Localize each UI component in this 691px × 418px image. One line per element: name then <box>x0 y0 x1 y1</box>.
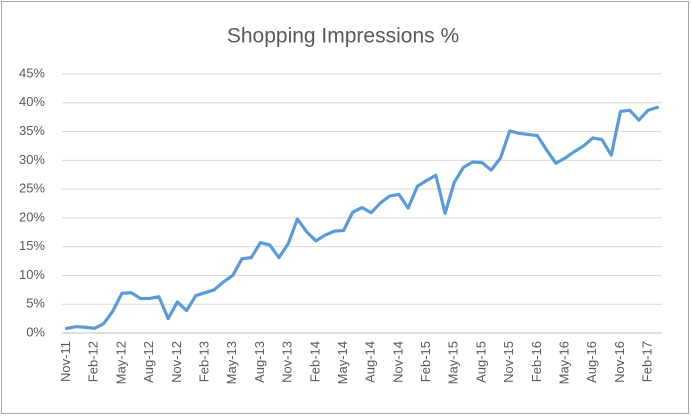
y-tick-label: 15% <box>19 238 45 253</box>
y-tick-label: 20% <box>19 209 45 224</box>
x-tick-label: Feb-12 <box>86 341 101 382</box>
x-tick-label: Nov-12 <box>169 341 184 383</box>
x-tick-label: Aug-15 <box>473 341 488 383</box>
y-tick-label: 45% <box>19 65 45 80</box>
x-tick-label: Aug-12 <box>141 341 156 383</box>
y-tick-label: 35% <box>19 123 45 138</box>
x-tick-label: Nov-15 <box>501 341 516 383</box>
x-tick-label: Nov-11 <box>58 341 73 382</box>
x-tick-label: May-16 <box>557 341 572 384</box>
y-tick-label: 10% <box>19 267 45 282</box>
x-tick-label: Feb-17 <box>640 341 655 382</box>
x-tick-label: Aug-16 <box>584 341 599 383</box>
x-tick-label: Nov-16 <box>612 341 627 383</box>
y-tick-label: 5% <box>26 296 45 311</box>
x-tick-label: Aug-14 <box>363 341 378 383</box>
x-tick-label: Nov-13 <box>280 341 295 383</box>
x-tick-label: Nov-14 <box>390 341 405 383</box>
x-tick-label: Feb-16 <box>529 341 544 382</box>
x-tick-label: Aug-13 <box>252 341 267 383</box>
x-tick-label: Feb-15 <box>418 341 433 382</box>
y-tick-label: 30% <box>19 152 45 167</box>
y-tick-label: 0% <box>26 324 45 339</box>
x-tick-label: May-15 <box>446 341 461 384</box>
y-tick-label: 25% <box>19 181 45 196</box>
data-line <box>65 105 659 330</box>
x-tick-label: Feb-13 <box>197 341 212 382</box>
x-tick-label: May-12 <box>113 341 128 384</box>
x-tick-label: Feb-14 <box>307 341 322 382</box>
y-tick-label: 40% <box>19 94 45 109</box>
x-tick-label: May-13 <box>224 341 239 384</box>
x-tick-label: May-14 <box>335 341 350 384</box>
chart-title: Shopping Impressions % <box>227 25 459 48</box>
